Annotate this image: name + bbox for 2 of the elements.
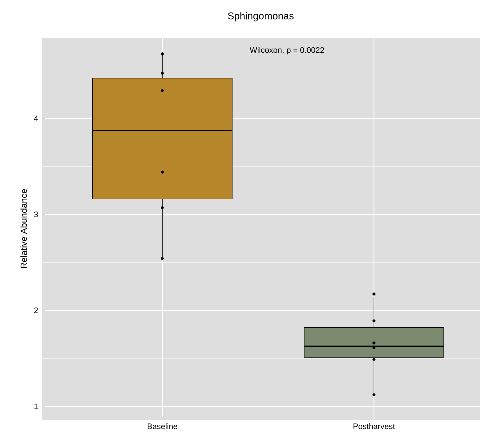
chart-title: Sphingomonas bbox=[228, 12, 294, 22]
y-axis-title: Relative Abundance bbox=[20, 189, 28, 268]
